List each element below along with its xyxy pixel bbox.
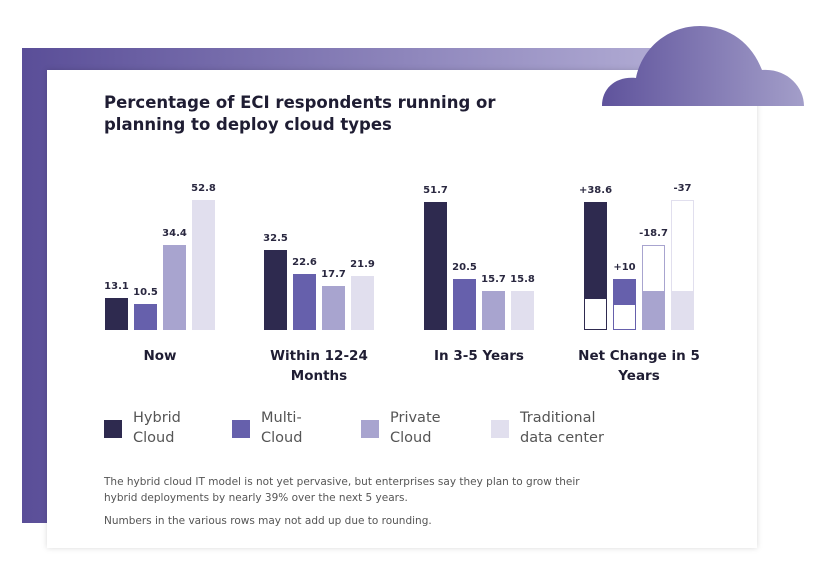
- bar: [511, 290, 534, 330]
- legend-swatch: [104, 420, 122, 438]
- bar: [482, 291, 505, 330]
- group-label: In 3-5 Years: [434, 348, 524, 364]
- value-label: -18.7: [639, 228, 668, 240]
- value-label: 15.7: [481, 274, 506, 286]
- bar: [293, 274, 316, 330]
- legend-label: Traditional data center: [520, 410, 604, 446]
- value-label: 51.7: [423, 185, 448, 197]
- bar: [192, 199, 215, 330]
- value-label: 22.6: [292, 257, 317, 269]
- bar-change: [642, 245, 665, 292]
- value-label: 52.8: [191, 182, 216, 194]
- chart-title: Percentage of ECI respondents running or…: [104, 93, 496, 134]
- bar: [134, 304, 157, 330]
- bar-change: [613, 279, 636, 305]
- bar: [453, 279, 476, 330]
- value-label: 13.1: [104, 280, 129, 292]
- value-label: 32.5: [263, 232, 288, 244]
- bar-change: [584, 202, 607, 298]
- value-label: 21.9: [350, 258, 375, 270]
- bar: [163, 245, 186, 330]
- bar-base: [584, 297, 607, 330]
- value-label: +10: [613, 262, 636, 274]
- value-label: 20.5: [452, 262, 477, 274]
- value-label: 15.8: [510, 273, 535, 285]
- legend-label: Multi-Cloud: [261, 410, 303, 446]
- legend-swatch: [361, 420, 379, 438]
- group-label: Now: [143, 348, 177, 364]
- bar: [322, 286, 345, 330]
- group-label: Net Change in 5 Years: [578, 348, 700, 384]
- bar-base: [642, 291, 665, 330]
- bar: [351, 275, 374, 330]
- legend-swatch: [232, 420, 250, 438]
- bar-change: [671, 199, 694, 291]
- legend-swatch: [491, 420, 509, 438]
- footnote: The hybrid cloud IT model is not yet per…: [104, 476, 580, 504]
- value-label: 34.4: [162, 228, 187, 240]
- legend-label: Hybrid Cloud: [133, 410, 181, 446]
- group-label: Within 12-24 Months: [270, 348, 368, 384]
- bar-base: [671, 290, 694, 330]
- bar-base: [613, 304, 636, 330]
- bar: [264, 249, 287, 330]
- cloud: [602, 26, 804, 106]
- value-label: -37: [673, 182, 692, 194]
- value-label: +38.6: [578, 185, 613, 197]
- footnote: Numbers in the various rows may not add …: [104, 515, 432, 527]
- bar: [424, 202, 447, 330]
- bar: [105, 297, 128, 330]
- value-label: 10.5: [133, 287, 158, 299]
- value-label: 17.7: [321, 269, 346, 281]
- legend-label: Private Cloud: [390, 410, 441, 446]
